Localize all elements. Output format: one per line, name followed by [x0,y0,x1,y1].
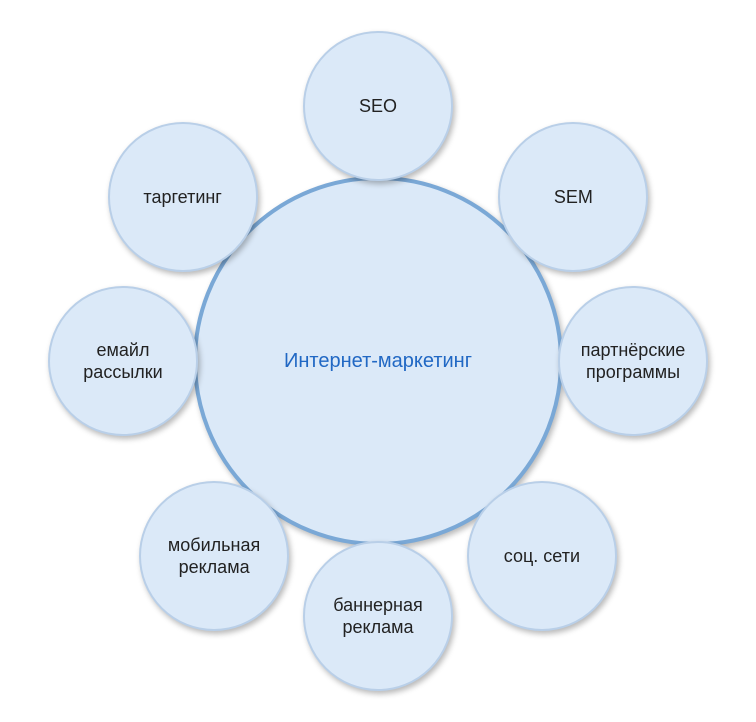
satellite-partners-label: партнёрские программы [569,339,697,384]
satellite-banner-label: баннерная реклама [314,594,442,639]
satellite-partners: партнёрские программы [558,286,708,436]
satellite-sem: SEM [498,122,648,272]
satellite-social-label: соц. сети [478,545,606,568]
satellite-seo-label: SEO [314,95,442,118]
satellite-targeting: таргетинг [108,122,258,272]
satellite-seo: SEO [303,31,453,181]
satellite-social: соц. сети [467,481,617,631]
satellite-targeting-label: таргетинг [118,186,246,209]
satellite-banner: баннерная реклама [303,541,453,691]
diagram-stage: Интернет-маркетинг SEO SEM партнёрские про… [0,0,756,722]
satellite-email-label: емайл рассылки [59,339,187,384]
satellite-sem-label: SEM [509,186,637,209]
center-hub-label: Интернет-маркетинг [233,349,523,374]
satellite-mobile: мобильная реклама [139,481,289,631]
satellite-email: емайл рассылки [48,286,198,436]
satellite-mobile-label: мобильная реклама [150,534,278,579]
